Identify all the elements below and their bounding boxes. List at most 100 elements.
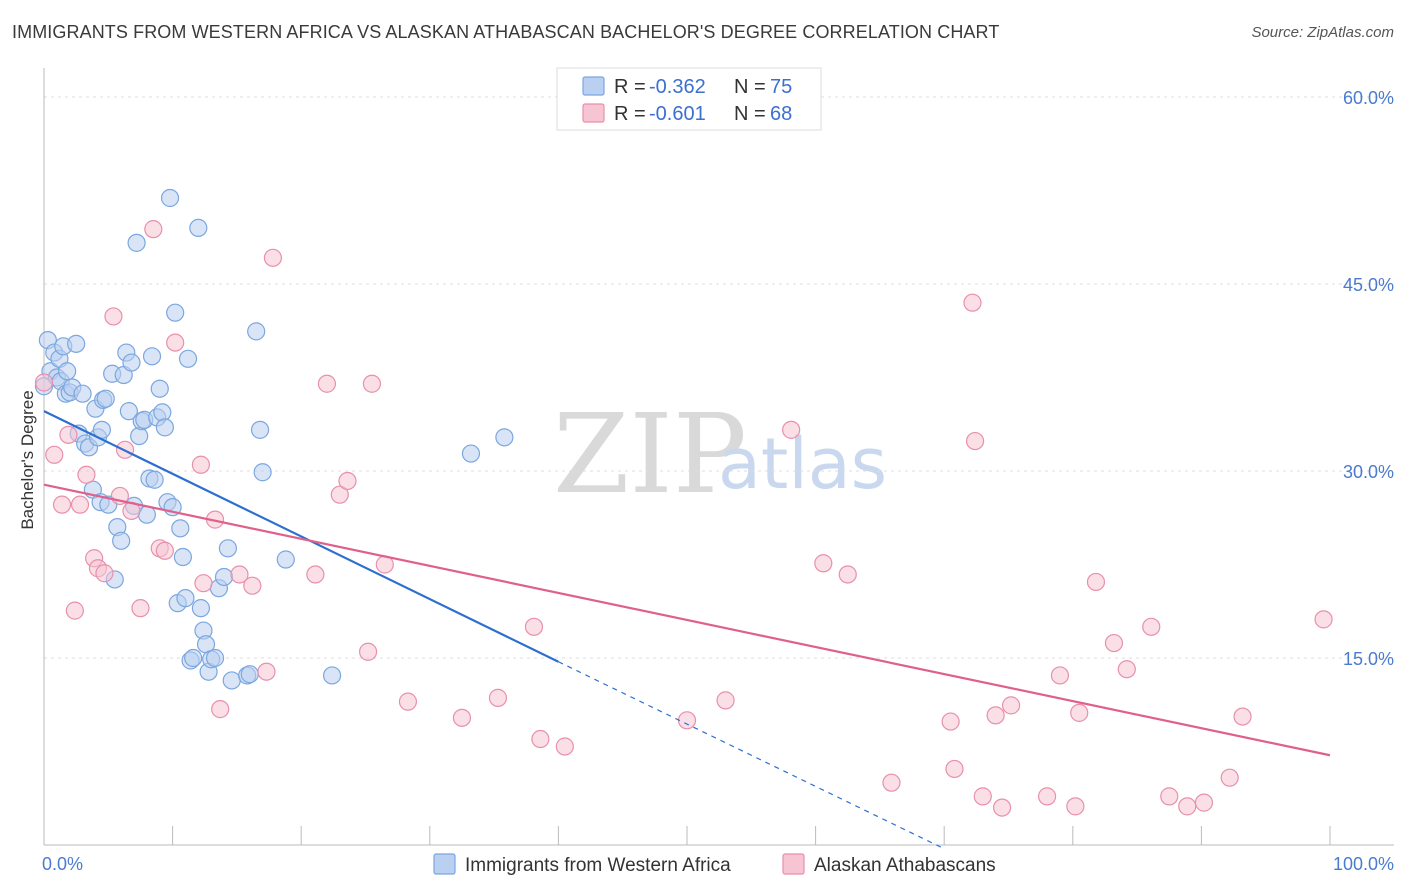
- legend-r-value-1: -0.362: [649, 76, 706, 98]
- data-point: [144, 220, 163, 239]
- legend-r-value-2: -0.601: [649, 103, 706, 125]
- data-point: [257, 662, 276, 681]
- legend-r-label-1: R =: [614, 76, 646, 98]
- data-point: [1050, 666, 1070, 685]
- data-point: [716, 691, 735, 710]
- data-point: [555, 737, 574, 756]
- data-point: [306, 565, 325, 584]
- series-2-points: [34, 220, 1333, 817]
- data-point: [1070, 703, 1089, 722]
- y-axis-label: Bachelor's Degree: [18, 390, 37, 529]
- data-point: [70, 495, 90, 514]
- data-point: [131, 599, 150, 618]
- series-1-points: [34, 188, 514, 690]
- watermark-atlas: atlas: [718, 423, 887, 505]
- data-point: [1233, 707, 1252, 726]
- data-point: [59, 425, 78, 444]
- data-point: [58, 362, 77, 381]
- legend-n-label-2: N =: [734, 103, 766, 125]
- data-point: [142, 347, 162, 366]
- y-tick-label-2: 45.0%: [1343, 275, 1394, 295]
- x-tick-label-1: 100.0%: [1333, 854, 1394, 874]
- data-point: [1066, 797, 1085, 816]
- data-point: [963, 293, 982, 312]
- data-point: [194, 574, 213, 593]
- data-point: [276, 550, 295, 569]
- data-point: [452, 708, 472, 727]
- bottom-legend-label-series-2: Alaskan Athabascans: [814, 855, 996, 876]
- trend-lines: [43, 410, 1331, 850]
- data-point: [95, 564, 114, 583]
- trend-line-series-2: [43, 483, 1331, 757]
- data-point: [992, 798, 1012, 817]
- data-point: [122, 353, 141, 372]
- data-point: [191, 455, 210, 474]
- data-point: [112, 531, 131, 550]
- data-point: [211, 700, 230, 719]
- trend-line-series-1: [43, 410, 559, 663]
- data-point: [358, 642, 378, 661]
- data-point: [1178, 797, 1197, 816]
- data-point: [322, 666, 342, 685]
- data-point: [461, 444, 481, 463]
- data-point: [1314, 610, 1333, 629]
- legend-r-label-2: R =: [614, 103, 646, 125]
- data-point: [1194, 793, 1214, 812]
- legend-swatch-series-2: [582, 103, 605, 123]
- data-point: [1037, 787, 1057, 806]
- data-point: [230, 565, 249, 584]
- data-point: [77, 465, 96, 484]
- data-point: [1220, 768, 1239, 787]
- data-point: [253, 463, 272, 482]
- data-point: [250, 420, 270, 439]
- y-tick-label-0: 15.0%: [1343, 649, 1394, 669]
- data-point: [495, 428, 514, 447]
- bottom-legend-swatch-series-1: [433, 853, 456, 875]
- axes: [43, 68, 1394, 846]
- data-point: [155, 418, 174, 437]
- legend-n-label-1: N =: [734, 76, 766, 98]
- data-point: [73, 384, 92, 403]
- data-point: [104, 307, 123, 326]
- legend-swatch-series-1: [582, 76, 605, 96]
- data-point: [240, 665, 259, 684]
- data-point: [1086, 572, 1106, 592]
- data-point: [247, 322, 266, 341]
- data-point: [34, 373, 54, 392]
- data-point: [965, 431, 985, 451]
- data-point: [189, 218, 208, 237]
- legend-n-value-1: 75: [770, 76, 792, 98]
- data-point: [45, 445, 64, 464]
- data-point: [160, 188, 180, 208]
- data-point: [184, 648, 203, 668]
- data-point: [119, 402, 138, 421]
- y-tick-label-3: 60.0%: [1343, 88, 1394, 108]
- data-point: [677, 711, 697, 730]
- data-point: [1117, 660, 1136, 679]
- data-point: [178, 349, 198, 368]
- data-point: [531, 729, 550, 749]
- data-point: [330, 485, 349, 504]
- data-point: [127, 233, 146, 252]
- data-point: [882, 773, 901, 792]
- bottom-legend: Immigrants from Western Africa Alaskan A…: [433, 853, 996, 876]
- legend: R = -0.362 N = 75 R = -0.601 N = 68: [556, 67, 822, 131]
- bottom-legend-swatch-series-2: [782, 853, 805, 875]
- trend-line-extension-series-1: [558, 661, 945, 850]
- data-point: [130, 426, 149, 446]
- data-point: [96, 389, 115, 408]
- data-point: [65, 601, 84, 620]
- data-point: [67, 334, 86, 353]
- watermark: ZIP atlas: [553, 390, 887, 518]
- x-tick-label-0: 0.0%: [42, 854, 83, 874]
- data-point: [218, 539, 237, 558]
- legend-n-value-2: 68: [770, 103, 792, 125]
- data-point: [173, 547, 192, 567]
- data-point: [243, 576, 262, 595]
- data-point: [176, 589, 195, 608]
- data-point: [973, 787, 992, 806]
- data-point: [205, 648, 225, 668]
- data-point: [317, 374, 337, 393]
- data-points: [34, 188, 1333, 817]
- y-tick-label-1: 30.0%: [1343, 462, 1394, 482]
